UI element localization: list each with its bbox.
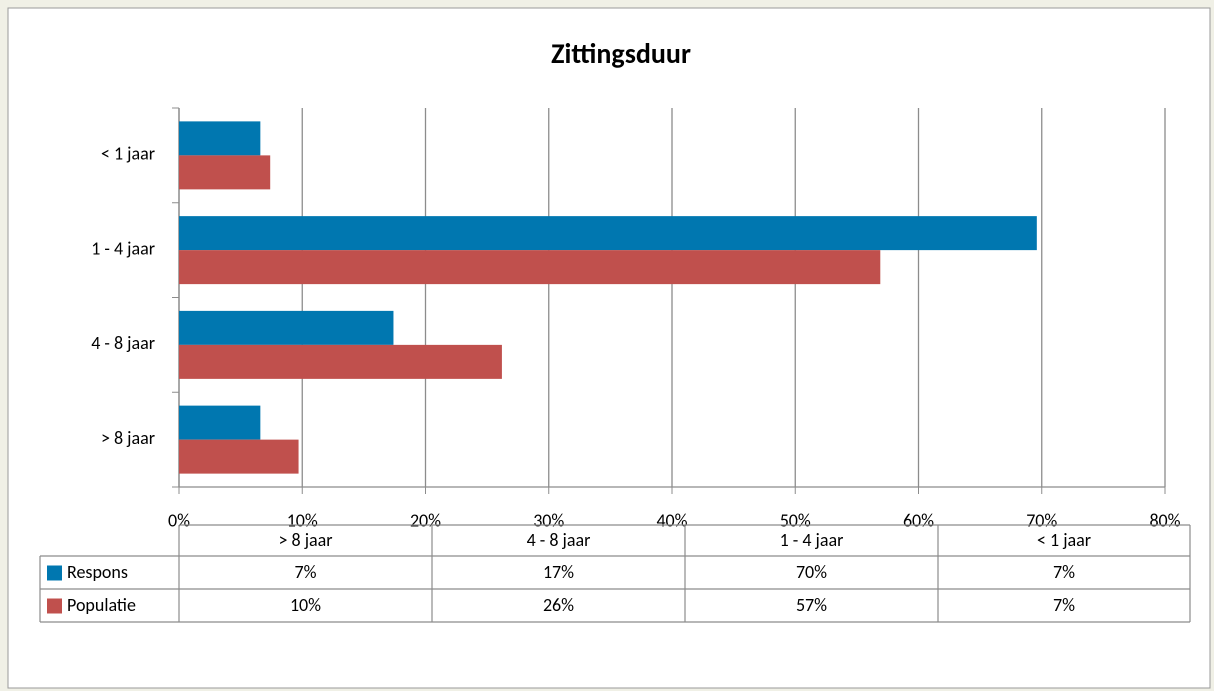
table-header: < 1 jaar	[1037, 529, 1091, 551]
y-tick-label: < 1 jaar	[101, 143, 155, 165]
table-value: 7%	[1053, 594, 1075, 616]
legend-label: Respons	[67, 561, 128, 583]
table-value: 17%	[543, 561, 574, 583]
bar	[179, 310, 394, 345]
table-header: > 8 jaar	[278, 529, 332, 551]
bar	[179, 250, 881, 285]
bar	[179, 405, 261, 440]
table-value: 26%	[543, 594, 574, 616]
x-tick-label: 20%	[410, 509, 441, 531]
x-tick-label: 50%	[780, 509, 811, 531]
x-tick-label: 80%	[1149, 509, 1180, 531]
x-tick-label: 0%	[168, 509, 190, 531]
legend-swatch	[47, 565, 62, 581]
bar	[179, 344, 502, 379]
y-tick-label: 4 - 8 jaar	[91, 332, 155, 354]
y-tick-label: > 8 jaar	[101, 427, 155, 449]
table-value: 70%	[796, 561, 827, 583]
bar	[179, 155, 271, 190]
x-tick-label: 10%	[287, 509, 318, 531]
table-header: 1 - 4 jaar	[780, 529, 844, 551]
table-value: 10%	[290, 594, 321, 616]
x-tick-label: 70%	[1026, 509, 1057, 531]
legend-swatch	[47, 598, 62, 614]
bar	[179, 216, 1037, 251]
legend-label: Populatie	[67, 594, 136, 616]
chart-title: Zittingsduur	[551, 36, 691, 71]
table-value: 57%	[796, 594, 827, 616]
bar	[179, 439, 299, 474]
x-tick-label: 40%	[656, 509, 687, 531]
table-value: 7%	[1053, 561, 1075, 583]
x-tick-label: 60%	[903, 509, 934, 531]
bar	[179, 121, 261, 156]
y-tick-label: 1 - 4 jaar	[91, 237, 155, 259]
table-value: 7%	[295, 561, 317, 583]
x-tick-label: 30%	[533, 509, 564, 531]
table-header: 4 - 8 jaar	[527, 529, 591, 551]
